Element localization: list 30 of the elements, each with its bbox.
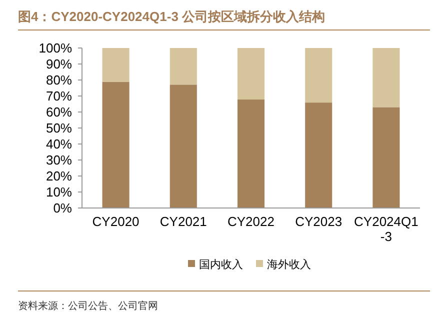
x-tick-label: CY2020 xyxy=(92,214,140,229)
y-tick-label: 100% xyxy=(38,40,72,56)
bar xyxy=(372,48,400,108)
y-tick-label: 20% xyxy=(46,168,72,184)
legend-label: 海外收入 xyxy=(267,258,311,271)
bar xyxy=(305,102,332,208)
y-tick-label: 0% xyxy=(53,200,72,216)
x-tick-label: CY2024Q1-3 xyxy=(354,214,418,244)
y-tick-label: 60% xyxy=(46,104,72,120)
y-tick-label: 10% xyxy=(46,184,72,200)
text: 资料来源：公司公告、公司官网 xyxy=(18,300,158,312)
bar xyxy=(305,48,332,103)
y-tick-label: 30% xyxy=(46,152,72,168)
y-tick-label: 40% xyxy=(46,136,72,152)
bar xyxy=(372,107,400,208)
bar xyxy=(102,48,130,82)
x-tick-label: CY2022 xyxy=(228,214,274,229)
x-tick-label: CY2023 xyxy=(295,214,342,229)
bar xyxy=(102,82,130,208)
y-tick-label: 80% xyxy=(46,72,72,88)
legend-label: 国内收入 xyxy=(199,258,243,271)
y-tick-label: 90% xyxy=(46,56,72,72)
chart-title: 图4：CY2020-CY2024Q1-3 公司按区域拆分收入结构 xyxy=(18,9,326,24)
x-tick-label: CY2021 xyxy=(160,214,207,229)
bar xyxy=(237,100,265,208)
y-tick-label: 50% xyxy=(46,120,72,136)
bar xyxy=(237,48,265,100)
y-tick-label: 70% xyxy=(46,88,72,104)
bar xyxy=(170,48,197,85)
bar xyxy=(170,84,197,208)
